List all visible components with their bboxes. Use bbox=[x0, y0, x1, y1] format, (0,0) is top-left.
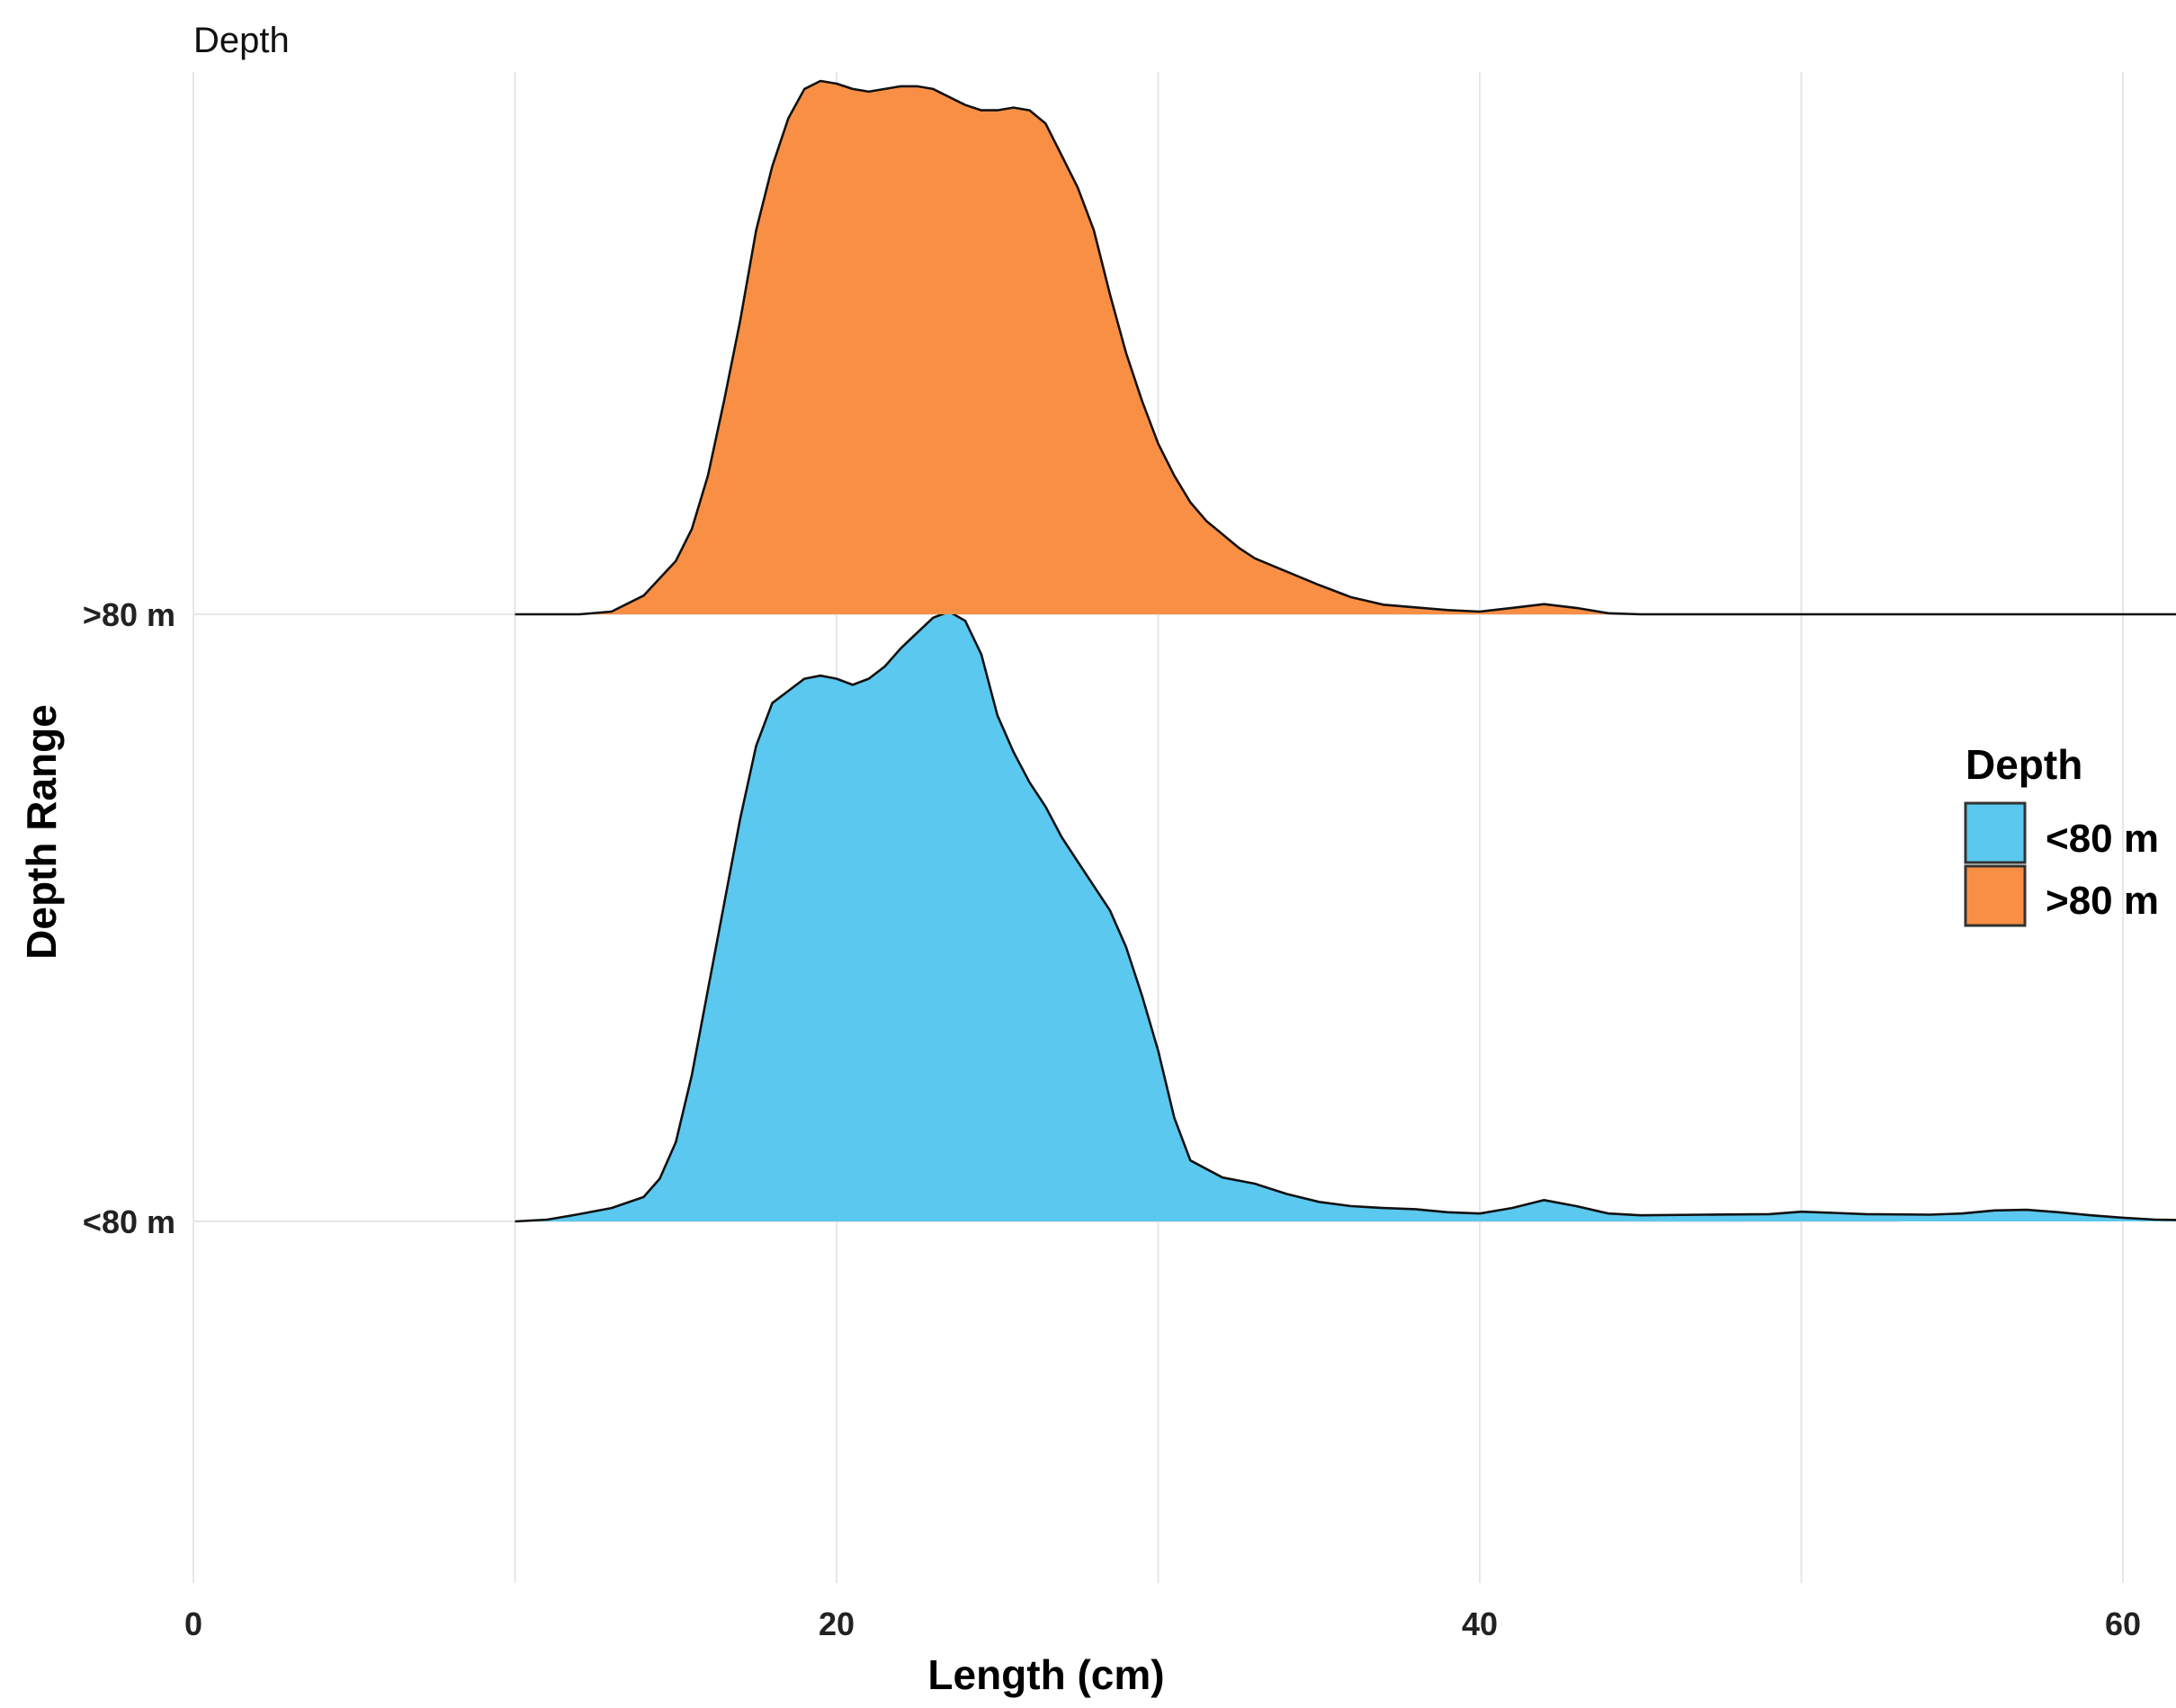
legend-title: Depth bbox=[1966, 741, 2082, 788]
x-axis-ticks: 0 20 40 60 bbox=[184, 1605, 2141, 1642]
ridge-outline-0 bbox=[515, 610, 2176, 1223]
legend-swatch-shallow bbox=[1964, 801, 2027, 864]
ridge-fill-0 bbox=[515, 612, 2176, 1221]
y-tick-label-0: <80 m bbox=[83, 1203, 175, 1240]
legend: Depth <80 m >80 m bbox=[1964, 741, 2159, 927]
plot-title: Depth bbox=[193, 21, 290, 60]
ridge-outline-1 bbox=[515, 79, 2176, 616]
legend-swatch-deep bbox=[1964, 864, 2027, 927]
x-axis-title: Length (cm) bbox=[927, 1651, 1164, 1698]
y-axis-ticks: <80 m >80 m bbox=[83, 596, 175, 1240]
legend-label-deep: >80 m bbox=[2046, 879, 2159, 923]
y-tick-label-1: >80 m bbox=[83, 596, 175, 633]
x-tick-label-2: 40 bbox=[1462, 1605, 1498, 1642]
y-axis-title: Depth Range bbox=[18, 704, 65, 960]
legend-label-shallow: <80 m bbox=[2046, 817, 2159, 861]
x-tick-label-0: 0 bbox=[184, 1605, 202, 1642]
ridges bbox=[515, 79, 2176, 1223]
x-tick-label-3: 60 bbox=[2105, 1605, 2141, 1642]
grid-lines bbox=[193, 72, 2124, 1583]
ridge-fill-1 bbox=[515, 81, 2176, 614]
x-tick-label-1: 20 bbox=[819, 1605, 855, 1642]
